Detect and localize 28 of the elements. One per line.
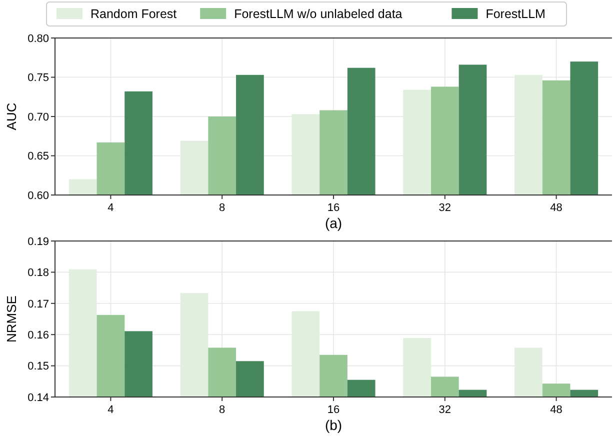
x-tick-label: 4	[108, 202, 114, 214]
x-tick-label: 8	[219, 404, 226, 416]
legend-label: ForestLLM w/o unlabeled data	[234, 7, 402, 21]
y-tick-label: 0.18	[28, 267, 49, 280]
x-axis-title: (b)	[324, 417, 342, 433]
x-tick-label: 8	[219, 202, 226, 214]
y-tick-label: 0.60	[28, 190, 49, 202]
y-tick-label: 0.65	[28, 150, 49, 163]
y-tick-label: 0.17	[28, 298, 49, 310]
y-tick-label: 0.80	[28, 32, 49, 45]
x-tick-label: 32	[438, 202, 452, 214]
y-tick-label: 0.75	[28, 72, 49, 84]
x-tick-label: 16	[327, 202, 340, 214]
x-tick-label: 32	[438, 404, 452, 416]
y-tick-label: 0.15	[28, 360, 49, 373]
y-axis-title: AUC	[4, 102, 19, 130]
y-tick-label: 0.19	[28, 236, 49, 248]
legend-label: Random Forest	[90, 7, 178, 21]
legend-label: ForestLLM	[486, 7, 546, 21]
x-tick-label: 48	[550, 404, 562, 416]
x-tick-label: 48	[550, 202, 562, 214]
x-axis-title: (a)	[324, 215, 342, 231]
y-tick-label: 0.14	[28, 392, 49, 404]
y-tick-label: 0.16	[28, 329, 49, 342]
x-tick-label: 4	[108, 404, 114, 416]
y-axis-title: NRMSE	[4, 295, 19, 342]
x-tick-label: 16	[327, 404, 340, 416]
y-tick-label: 0.70	[28, 111, 49, 124]
